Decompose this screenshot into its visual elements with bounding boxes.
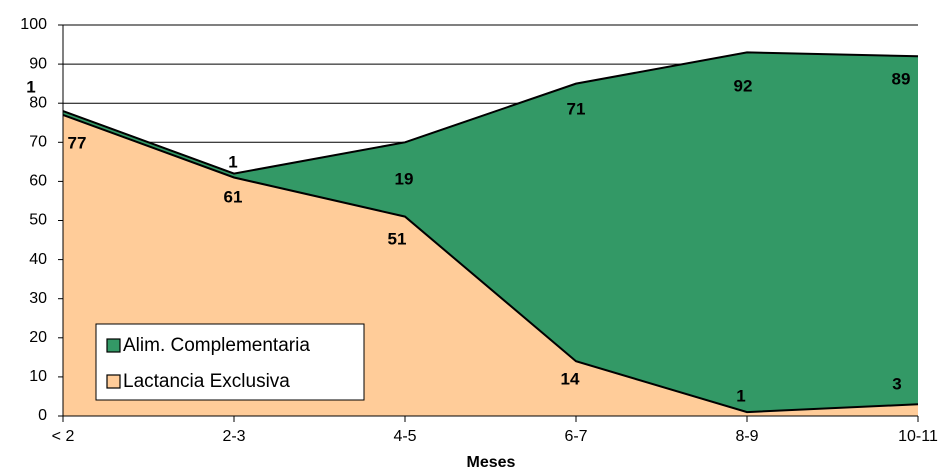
- y-tick-label-30: 30: [29, 290, 47, 307]
- x-tick-label-2: 4-5: [393, 428, 416, 445]
- y-tick-label-20: 20: [29, 329, 47, 346]
- y-tick-label-70: 70: [29, 134, 47, 151]
- area-alim-complementaria: [63, 52, 918, 413]
- line-alim-complementaria: [62, 51, 919, 175]
- data-label-lactancia-2: 51: [388, 229, 407, 248]
- x-tick-label-0: < 2: [52, 428, 75, 445]
- x-tick-label-1: 2-3: [222, 428, 245, 445]
- data-label-complementaria-2: 19: [395, 169, 414, 188]
- y-tick-label-50: 50: [29, 212, 47, 229]
- line-lactancia-exclusiva: [62, 113, 919, 414]
- x-tick-label-3: 6-7: [564, 428, 587, 445]
- data-label-complementaria-0: 1: [26, 77, 35, 96]
- y-tick-label-100: 100: [20, 16, 47, 33]
- data-label-complementaria-1: 1: [228, 152, 237, 171]
- y-tick-label-0: 0: [38, 407, 47, 424]
- data-label-lactancia-0: 77: [68, 133, 87, 152]
- data-label-complementaria-4: 92: [734, 76, 753, 95]
- data-label-complementaria-3: 71: [567, 99, 586, 118]
- data-label-lactancia-5: 3: [892, 374, 901, 393]
- data-label-lactancia-1: 61: [224, 187, 243, 206]
- y-tick-label-60: 60: [29, 173, 47, 190]
- legend-label-1: Lactancia Exclusiva: [123, 371, 290, 392]
- legend-label-0: Alim. Complementaria: [123, 335, 310, 356]
- legend-swatch-0: [106, 338, 121, 353]
- y-tick-label-40: 40: [29, 251, 47, 268]
- y-tick-label-90: 90: [29, 55, 47, 72]
- data-label-complementaria-5: 89: [892, 69, 911, 88]
- x-tick-label-4: 8-9: [735, 428, 758, 445]
- legend-box: [95, 323, 365, 401]
- data-label-lactancia-3: 14: [561, 369, 580, 388]
- x-axis-title: Meses: [467, 454, 516, 471]
- x-tick-label-5: 10-11: [898, 428, 938, 445]
- legend-swatch-1: [106, 374, 121, 389]
- y-tick-label-80: 80: [29, 94, 47, 111]
- y-tick-label-10: 10: [29, 368, 47, 385]
- data-label-lactancia-4: 1: [736, 386, 745, 405]
